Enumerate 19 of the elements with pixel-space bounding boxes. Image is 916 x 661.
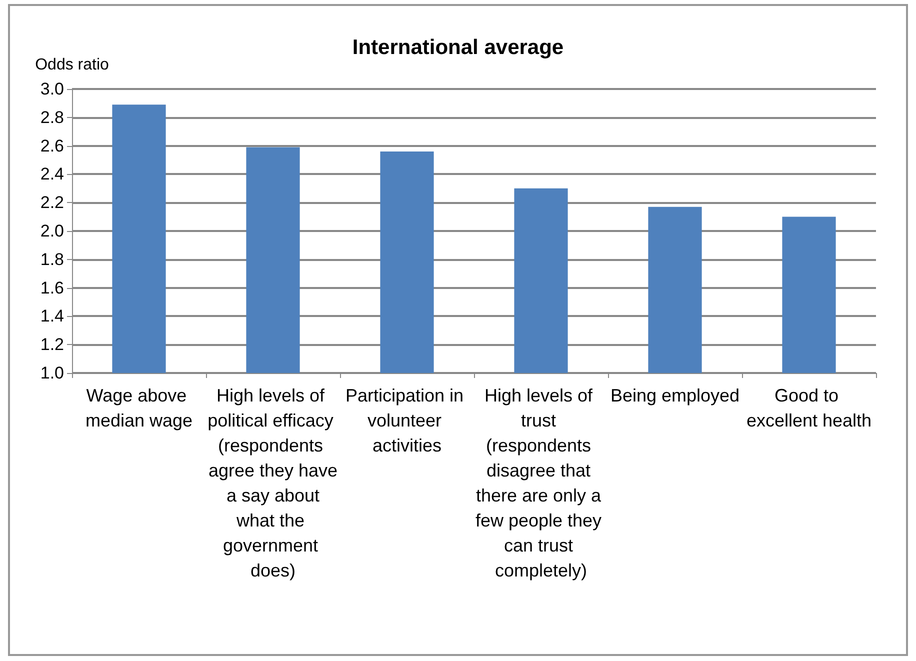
x-tick-label: High levels of political efficacy (respondents agree they have a say about what the government does) [208,386,338,580]
x-tick-label: Being employed [610,386,740,406]
y-tick-label: 2.6 [40,136,64,156]
y-tick-label: 1.4 [40,306,64,326]
y-tick-label: 2.8 [40,108,64,127]
y-axis-title: Odds ratio [35,56,110,74]
y-tick-label: 3.0 [40,80,64,98]
y-tick-label: 1.2 [40,335,64,354]
chart-title: International average [352,36,564,59]
y-tick-label: 1.6 [40,278,64,298]
y-tick-label: 1.8 [40,250,64,269]
y-tick-label: 2.0 [40,222,64,240]
x-tick-label: Good to excellent health [746,386,872,430]
y-tick-label: 1.0 [40,364,64,382]
x-tick-label: Wage above median wage [85,386,193,430]
x-tick-label: High levels of trust (respondents disagree that there are only a few people they can trust completely) [475,386,607,580]
y-tick-label: 2.4 [40,164,64,184]
y-tick-label: 2.2 [40,193,64,212]
x-tick-label: Participation in volunteer activities [345,386,469,456]
